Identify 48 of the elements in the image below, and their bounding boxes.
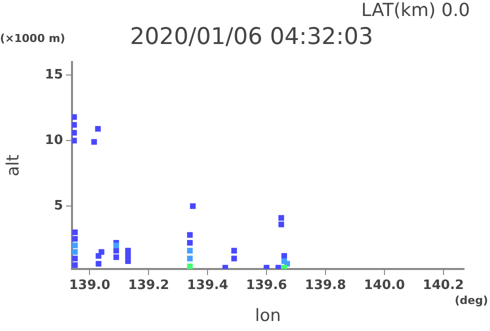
point [72,242,78,248]
x-tick-label: 140.2 [422,278,464,294]
y-tick-label: 5 [54,198,63,214]
point [231,256,237,262]
point [91,139,97,145]
point [72,138,77,144]
point [72,229,78,236]
point [278,222,284,228]
point [72,130,77,136]
text: (×1000 m) [0,32,66,45]
point [72,236,78,242]
point [281,253,288,259]
point [113,254,120,260]
point [264,264,270,269]
point [96,260,102,267]
y-tick-label: 10 [44,132,63,148]
x-tick-label: 139.6 [246,278,288,294]
point [190,203,196,209]
point [113,248,120,254]
x-tick-label: 139.4 [187,278,228,294]
point [125,253,131,259]
point [113,242,120,248]
point [187,248,193,254]
x-tick-label: 140.0 [364,278,405,294]
point [72,256,78,262]
y-axis-title: alt [4,154,24,176]
point [187,264,193,269]
point [72,114,77,120]
point [72,262,78,268]
point [72,122,77,128]
point [187,240,193,246]
point [125,248,131,254]
point [278,215,284,221]
point [98,249,104,255]
point [187,256,193,262]
x-tick-label: 139.8 [304,278,346,294]
point [72,249,78,255]
point [95,126,101,132]
chart-title: 2020/01/06 04:32:03 [130,24,374,50]
chart-subtitle: LAT(km) 0.0 [361,0,470,21]
x-tick-label: 139.0 [69,278,110,294]
point [125,258,131,264]
text: (deg) [454,294,488,307]
x-axis-title: lon [255,306,281,326]
x-tick-label: 139.2 [128,278,170,294]
point [187,232,193,238]
y-tick-label: 15 [44,67,63,82]
point [231,248,237,254]
